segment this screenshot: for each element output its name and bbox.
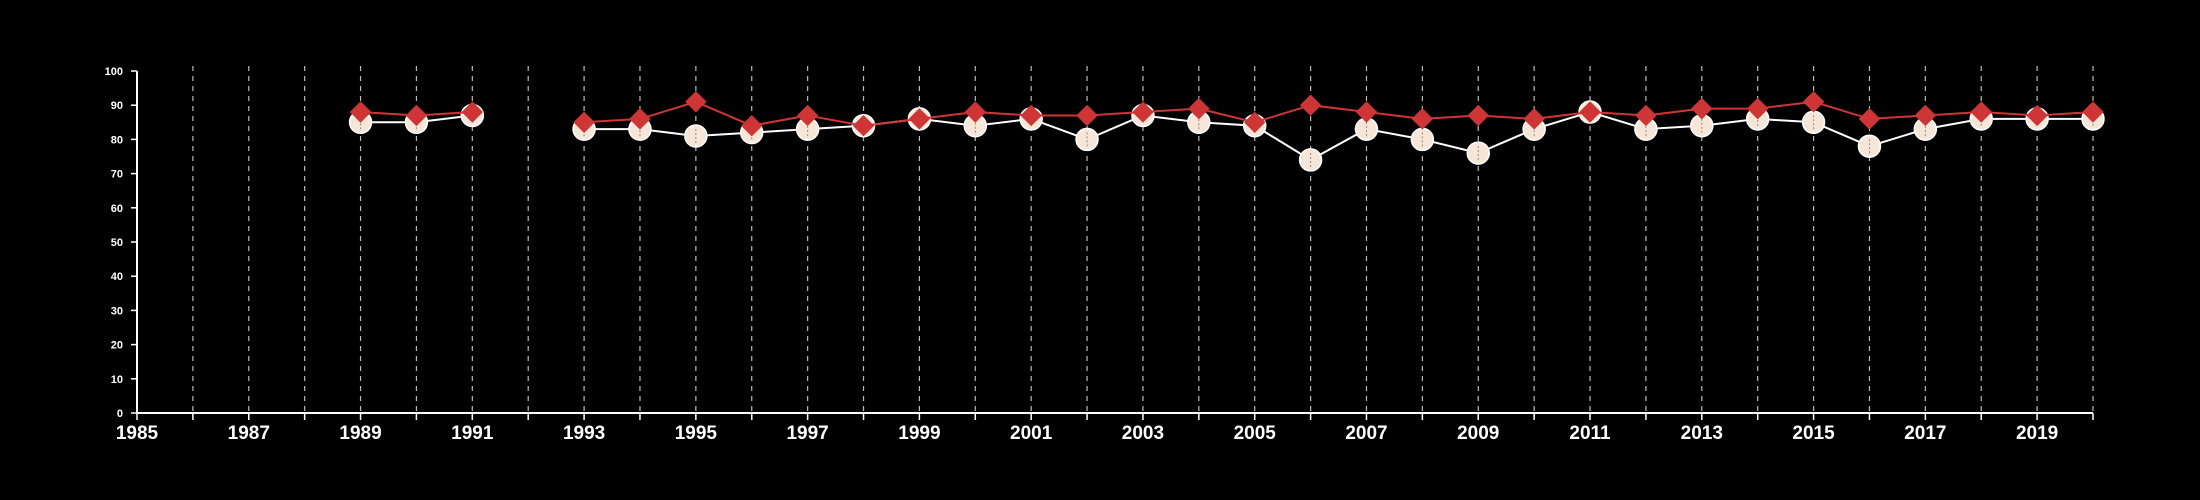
data-point-circle xyxy=(1410,127,1435,152)
x-tick-label: 2011 xyxy=(1569,423,1611,444)
data-point-diamond xyxy=(1970,101,1992,123)
data-point-diamond xyxy=(1467,104,1489,127)
data-point-diamond xyxy=(964,101,986,123)
data-point-circle xyxy=(1801,110,1826,135)
series-2 xyxy=(349,91,2104,137)
grid xyxy=(192,66,2094,413)
y-tick-label: 60 xyxy=(111,203,123,215)
y-tick-label: 30 xyxy=(111,305,123,317)
data-point-circle xyxy=(1857,134,1882,158)
x-tick-label: 2009 xyxy=(1457,423,1499,444)
x-tick-label: 1989 xyxy=(339,423,381,444)
y-tick-label: 10 xyxy=(111,374,123,386)
data-point-diamond xyxy=(405,104,428,127)
data-point-diamond xyxy=(1746,97,1769,120)
data-point-diamond xyxy=(1244,111,1266,134)
data-point-circle xyxy=(1466,141,1491,165)
data-point-diamond xyxy=(1299,94,1322,116)
x-tick-label: 2003 xyxy=(1122,423,1164,444)
axes: 1985 1987 1989 1991 1993 1995 1997 1999 2001 2003… xyxy=(105,66,2094,444)
data-point-diamond xyxy=(1188,97,1210,120)
data-point-circle xyxy=(1298,148,1323,172)
data-point-diamond xyxy=(741,115,763,137)
data-point-diamond xyxy=(629,108,651,130)
data-point-diamond xyxy=(461,101,484,123)
data-point-diamond xyxy=(685,91,707,113)
data-point-diamond xyxy=(1411,108,1434,130)
y-tick-label: 70 xyxy=(111,169,123,181)
data-point-diamond xyxy=(1802,91,1825,113)
data-point-diamond xyxy=(573,111,595,134)
data-point-diamond xyxy=(1355,101,1378,123)
y-tick-label: 50 xyxy=(111,237,123,249)
y-tick-label: 80 xyxy=(111,134,123,146)
data-point-diamond xyxy=(1579,101,1601,123)
series-line xyxy=(584,100,2094,127)
x-tick-label: 2017 xyxy=(1904,423,1946,444)
series-1 xyxy=(348,100,2105,172)
x-tick-label: 2015 xyxy=(1792,423,1835,444)
data-point-diamond xyxy=(908,108,931,130)
x-tick-label: 1987 xyxy=(228,423,270,444)
series-group xyxy=(348,91,2105,172)
x-tick-label: 2007 xyxy=(1345,423,1387,444)
x-tick-label: 1997 xyxy=(786,423,828,444)
x-tick-label: 2013 xyxy=(1681,423,1723,444)
x-tick-label: 1985 xyxy=(116,423,159,444)
x-tick-label: 1993 xyxy=(563,423,605,444)
data-point-diamond xyxy=(2026,104,2048,127)
x-tick-label: 2005 xyxy=(1234,423,1277,444)
data-point-diamond xyxy=(1076,104,1098,127)
data-point-diamond xyxy=(1020,104,1042,127)
data-point-diamond xyxy=(349,101,372,123)
data-point-diamond xyxy=(1523,108,1545,130)
x-tick-label: 1995 xyxy=(675,423,718,444)
data-point-diamond xyxy=(1635,104,1657,127)
data-point-circle xyxy=(1075,127,1099,152)
data-point-diamond xyxy=(1132,101,1154,123)
data-point-circle xyxy=(684,124,708,148)
series-line xyxy=(584,110,2093,162)
y-tick-label: 40 xyxy=(111,271,123,283)
data-point-diamond xyxy=(852,115,875,137)
x-tick-label: 2019 xyxy=(2016,423,2058,444)
x-tick-label: 2001 xyxy=(1010,423,1053,444)
data-point-diamond xyxy=(1691,97,1713,120)
data-point-diamond xyxy=(796,104,819,127)
x-tick-label: 1999 xyxy=(898,423,940,444)
y-tick-label: 0 xyxy=(117,408,123,420)
y-tick-label: 20 xyxy=(111,340,123,352)
y-tick-label: 100 xyxy=(105,66,123,78)
x-tick-label: 1991 xyxy=(451,423,494,444)
y-tick-label: 90 xyxy=(111,100,123,112)
data-point-diamond xyxy=(1858,108,1881,130)
data-point-diamond xyxy=(1914,104,1937,127)
data-point-diamond xyxy=(2082,101,2104,123)
